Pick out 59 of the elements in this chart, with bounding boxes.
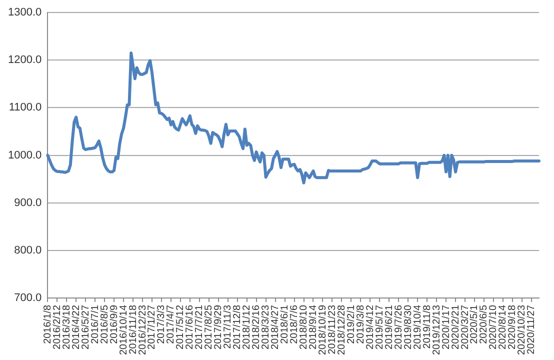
x-tick-label: 2016/11/18 [128,304,139,354]
x-tick-label: 2017/6/16 [184,304,196,350]
x-tick-label: 2016/4/22 [70,304,82,350]
x-tick-label: 2020/10/23 [516,304,528,356]
x-tick-label: 2020/3/27 [460,304,471,350]
x-tick-label: 2020/8/14 [498,304,509,350]
x-tick-label: 2018/4/27 [270,304,282,350]
x-tick-label: 2018/7/6 [289,304,300,344]
y-tick-label: 800.0 [14,244,42,256]
x-tick-label: 2019/8/30 [402,304,414,350]
x-tick-label: 2019/12/13 [431,304,442,356]
x-tick-label: 2017/8/25 [204,304,215,350]
x-tick-label: 2020/5/1 [469,304,480,344]
x-tick-label: 2020/1/17 [440,304,452,350]
x-tick-label: 2016/2/12 [52,304,63,350]
x-tick-label: 2018/9/14 [308,304,319,350]
x-tick-label: 2018/3/23 [260,304,272,350]
x-tick-label: 2020/2/21 [450,304,462,350]
x-tick-label: 2016/12/23 [137,304,148,356]
x-tick-label: 2019/4/12 [364,304,376,350]
x-tick-label: 2018/1/12 [242,304,253,350]
x-tick-label: 2018/12/28 [336,304,348,356]
x-tick-label: 2016/5/27 [80,304,92,350]
x-tick-label: 2016/1/8 [42,304,54,344]
x-tick-label: 2017/7/21 [194,304,206,350]
x-tick-label: 2018/10/19 [317,304,328,356]
x-tick-label: 2017/11/3 [222,304,234,349]
x-tick-label: 2018/2/16 [251,304,262,350]
x-tick-label: 2017/9/29 [213,304,224,350]
x-tick-label: 2019/10/4 [412,304,424,350]
x-tick-label: 2016/10/14 [118,304,130,356]
x-tick-label: 2018/6/1 [280,304,291,344]
x-tick-label: 2018/8/10 [298,304,310,350]
x-tick-label: 2016/7/1 [90,304,101,344]
x-tick-label: 2020/9/18 [507,304,518,350]
x-tick-label: 2019/2/1 [346,304,357,344]
x-tick-label: 2017/1/27 [146,304,158,350]
y-tick-label: 900.0 [14,196,42,209]
x-tick-label: 2017/5/12 [175,304,186,350]
x-tick-label: 2020/11/27 [526,304,538,354]
x-tick-label: 2019/5/17 [374,304,386,350]
y-tick-label: 1100.0 [8,102,42,114]
x-tick-label: 2016/3/18 [61,304,72,350]
x-tick-label: 2019/7/26 [393,304,404,350]
x-tick-label: 2017/12/8 [232,304,244,350]
x-tick-label: 2020/7/10 [488,304,500,350]
y-tick-label: 700.0 [14,292,42,304]
x-tick-label: 2017/4/7 [166,304,177,344]
x-tick-label: 2016/9/9 [108,304,120,344]
x-tick-label: 2020/6/5 [478,304,490,344]
y-tick-label: 1300.0 [8,6,42,19]
y-tick-label: 1200.0 [8,54,42,66]
x-tick-label: 2018/11/23 [326,304,338,354]
x-tick-label: 2019/6/21 [384,304,395,350]
x-tick-label: 2019/3/8 [355,304,366,344]
x-tick-label: 2019/11/8 [422,304,433,349]
y-tick-label: 1000.0 [8,149,42,162]
x-tick-label: 2017/3/3 [156,304,168,344]
x-tick-label: 2016/8/5 [99,304,110,344]
